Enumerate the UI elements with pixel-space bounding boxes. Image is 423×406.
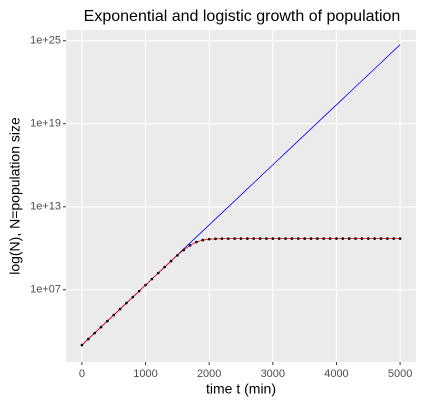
data-point <box>277 237 281 240</box>
data-point <box>335 237 338 240</box>
data-point <box>373 237 376 240</box>
data-point <box>246 237 249 240</box>
data-point <box>150 277 154 281</box>
data-point <box>176 254 179 257</box>
data-point <box>366 237 370 240</box>
data-point <box>201 238 205 242</box>
data-point <box>156 271 160 275</box>
data-point <box>80 343 84 347</box>
x-tick-label: 0 <box>79 368 85 380</box>
data-point <box>131 295 135 299</box>
data-point <box>271 237 275 240</box>
data-point <box>118 307 122 311</box>
data-point <box>398 237 402 240</box>
x-tick-label: 5000 <box>388 368 412 380</box>
data-point <box>309 237 313 240</box>
data-point <box>258 237 262 240</box>
data-point <box>265 237 268 240</box>
data-point <box>379 237 383 240</box>
data-point <box>207 237 211 241</box>
data-point <box>112 313 116 317</box>
data-point <box>341 237 345 240</box>
data-point <box>106 319 109 323</box>
data-point <box>86 337 90 341</box>
data-point <box>303 237 306 240</box>
data-point <box>169 259 173 263</box>
data-point <box>188 244 192 247</box>
data-point <box>252 237 256 240</box>
x-tick-label: 3000 <box>261 368 285 380</box>
data-point <box>316 237 319 240</box>
data-point <box>93 331 96 335</box>
data-point <box>182 248 186 252</box>
data-point <box>226 237 230 240</box>
data-point <box>99 325 103 329</box>
y-axis-label: log(N), N=population size <box>7 117 23 275</box>
y-tick-label: 1e+13 <box>30 201 61 213</box>
chart-title: Exponential and logistic growth of popul… <box>84 8 401 25</box>
data-point <box>163 265 166 269</box>
data-point <box>125 301 128 305</box>
x-tick-label: 4000 <box>324 368 348 380</box>
data-point <box>195 240 198 244</box>
data-point <box>328 237 332 240</box>
y-tick-label: 1e+07 <box>30 284 61 296</box>
data-point <box>354 237 357 240</box>
data-point <box>284 237 287 240</box>
data-point <box>392 237 396 240</box>
data-point <box>137 289 141 293</box>
x-axis-label: time t (min) <box>206 381 276 397</box>
data-point <box>360 237 364 240</box>
data-point <box>233 237 236 240</box>
data-point <box>290 237 294 240</box>
data-point <box>220 237 224 240</box>
y-tick-label: 1e+19 <box>30 118 61 130</box>
x-tick-label: 1000 <box>133 368 157 380</box>
data-point <box>322 237 326 240</box>
y-tick-label: 1e+25 <box>30 35 61 47</box>
data-point <box>214 237 217 241</box>
data-point <box>144 283 147 287</box>
x-tick-label: 2000 <box>197 368 221 380</box>
data-point <box>386 237 389 240</box>
data-point <box>296 237 300 240</box>
data-point <box>347 237 351 240</box>
plot-panel <box>66 30 416 362</box>
data-point <box>239 237 243 240</box>
